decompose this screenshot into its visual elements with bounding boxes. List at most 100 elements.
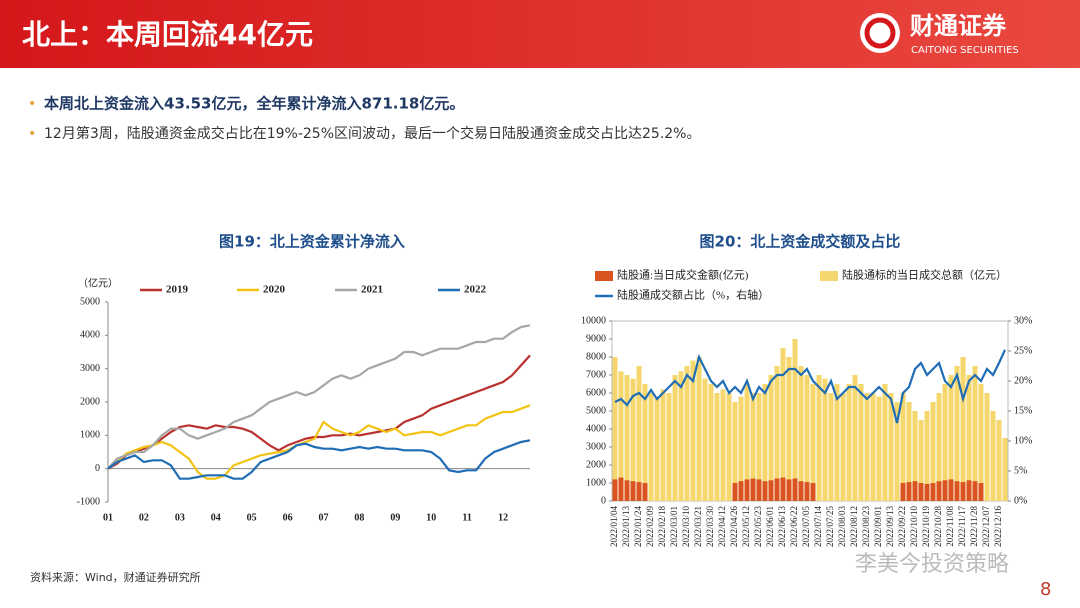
bar: [888, 393, 894, 501]
y-tick-label: 2000: [80, 396, 100, 407]
series-line: [614, 349, 1007, 424]
bar: [810, 384, 816, 501]
bar: [804, 482, 810, 501]
bar: [948, 479, 954, 501]
bar: [684, 366, 690, 501]
bar: [768, 480, 774, 501]
x-tick-label: 2022/08/03: [837, 506, 847, 548]
legend-label: 2022: [464, 284, 487, 296]
series-line: [107, 439, 531, 480]
legend-swatch: [595, 271, 613, 281]
y-tick-label: 4000: [80, 330, 100, 341]
x-tick-label: 2022/08/12: [849, 506, 859, 547]
bar: [648, 393, 654, 501]
bar: [900, 393, 906, 501]
bar: [798, 366, 804, 501]
bar: [750, 393, 756, 501]
bar: [618, 477, 624, 501]
bar: [912, 411, 918, 501]
bar: [906, 402, 912, 501]
x-tick-label: 2022/11/17: [957, 506, 967, 547]
y-tick-label: 7000: [586, 369, 606, 380]
bar: [750, 478, 756, 501]
bar: [690, 360, 696, 501]
bar: [966, 480, 972, 501]
bullet-text: 12月第3周，陆股通资金成交占比在19%-25%区间波动，最后一个交易日陆股通资…: [44, 125, 700, 142]
bar: [942, 384, 948, 501]
y-axis-label: （亿元）: [78, 276, 118, 289]
bar: [846, 384, 852, 501]
x-tick-label: 06: [283, 512, 293, 523]
y2-tick-label: 0%: [1014, 495, 1027, 506]
bar: [960, 482, 966, 501]
legend-label: 陆股通成交额占比（%，右轴）: [617, 288, 769, 302]
bar: [732, 402, 738, 501]
bar: [696, 357, 702, 501]
x-tick-label: 2022/02/18: [657, 506, 667, 548]
bullet-dot: •: [28, 126, 36, 142]
y-tick-label: 5000: [80, 296, 100, 307]
bar: [732, 483, 738, 501]
bar: [618, 371, 624, 501]
series-line: [107, 324, 531, 470]
x-tick-label: 05: [247, 512, 257, 523]
x-tick-label: 2022/05/12: [741, 506, 751, 547]
bar: [678, 371, 684, 501]
chart-title: 图19：北上资金累计净流入: [219, 233, 405, 251]
bar: [756, 393, 762, 501]
bar: [810, 483, 816, 501]
bar: [702, 378, 708, 501]
x-tick-label: 03: [175, 512, 185, 523]
source: 资料来源：Wind，财通证券研究所: [30, 570, 201, 584]
watermark: 李美今投资策略: [855, 552, 1009, 577]
bar: [852, 375, 858, 501]
x-tick-label: 2022/07/14: [813, 506, 823, 548]
bar: [804, 375, 810, 501]
x-tick-label: 2022/07/25: [825, 506, 835, 548]
bar: [774, 478, 780, 501]
legend-label: 2019: [166, 284, 189, 296]
x-tick-label: 08: [354, 512, 364, 523]
bar: [654, 396, 660, 501]
legend-label: 陆股通标的当日成交总额（亿元）: [842, 268, 1007, 282]
x-tick-label: 2022/01/13: [621, 506, 631, 548]
bar: [882, 384, 888, 501]
bullet-text: 本周北上资金流入43.53亿元，全年累计净流入871.18亿元。: [44, 95, 464, 113]
bar: [786, 357, 792, 501]
x-tick-label: 2022/03/30: [705, 506, 715, 548]
x-tick-label: 2022/09/01: [873, 506, 883, 547]
y-tick-label: 0: [95, 463, 100, 474]
y-tick-label: -1000: [77, 496, 100, 507]
bar: [900, 483, 906, 501]
bar: [612, 479, 618, 501]
bar: [930, 483, 936, 501]
bar: [780, 477, 786, 501]
y2-tick-label: 20%: [1014, 375, 1032, 386]
x-tick-label: 2022/06/01: [765, 506, 775, 547]
bar: [1002, 438, 1008, 501]
x-tick-label: 2022/04/26: [729, 506, 739, 548]
y-tick-label: 8000: [586, 351, 606, 362]
x-tick-label: 2022/10/19: [921, 506, 931, 548]
bar: [786, 479, 792, 501]
legend-label: 2021: [361, 284, 383, 296]
page-number: 8: [1040, 579, 1051, 600]
bar: [792, 478, 798, 501]
y-tick-label: 3000: [80, 363, 100, 374]
x-tick-label: 2022/09/13: [885, 506, 895, 548]
x-tick-label: 2022/04/12: [717, 506, 727, 547]
x-tick-label: 2022/08/23: [861, 506, 871, 548]
y2-tick-label: 10%: [1014, 435, 1032, 446]
bar: [780, 348, 786, 501]
bar: [630, 378, 636, 501]
bar: [930, 402, 936, 501]
bar: [762, 384, 768, 501]
bar: [762, 481, 768, 501]
x-tick-label: 2022/06/13: [777, 506, 787, 548]
bar: [798, 481, 804, 501]
bar: [990, 411, 996, 501]
x-tick-label: 01: [103, 512, 113, 523]
bar: [834, 384, 840, 501]
bar: [726, 393, 732, 501]
